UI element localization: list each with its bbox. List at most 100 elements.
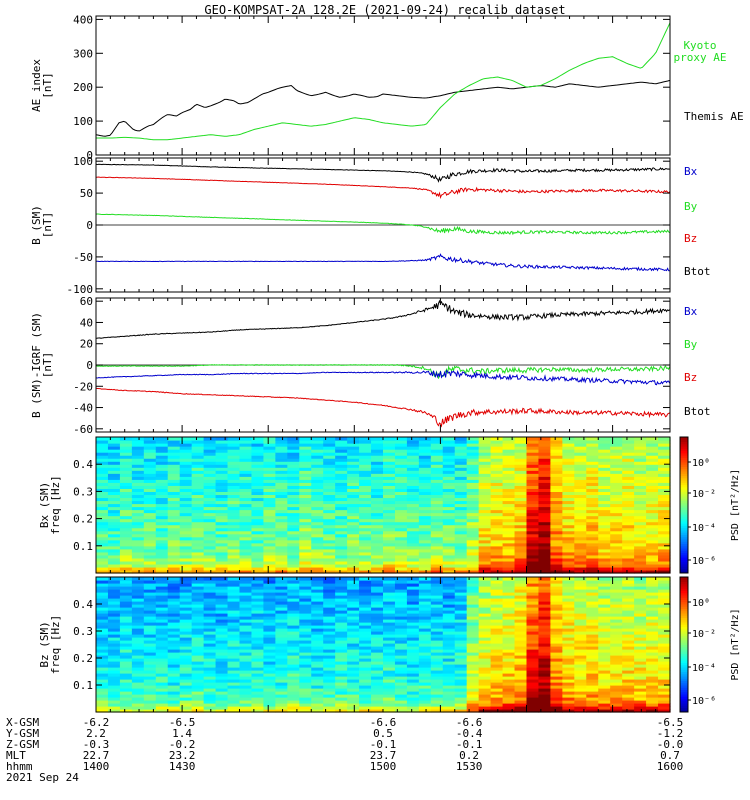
- bzspec-cell: [335, 613, 348, 617]
- bxspec-cell: [203, 560, 217, 565]
- bxspec-cell: [311, 464, 324, 468]
- bzspec-cell: [418, 652, 432, 656]
- bxspec-cell: [383, 551, 396, 556]
- bzspec-cell: [430, 640, 444, 644]
- bxspec-cell: [335, 506, 348, 511]
- bzspec-cell: [430, 616, 444, 620]
- bzspec-cell: [263, 703, 276, 707]
- bxspec-cell: [658, 563, 671, 568]
- bzspec-cell: [179, 589, 193, 593]
- bxspec-cell: [514, 494, 528, 499]
- bzspec-cell: [287, 628, 300, 632]
- bzspec-cell: [167, 637, 181, 641]
- bzspec-cell: [155, 580, 169, 584]
- bxspec-cell: [526, 437, 540, 441]
- bxspec-cell: [263, 461, 276, 465]
- bzspec-cell: [107, 649, 121, 653]
- bzspec-cell: [179, 628, 193, 632]
- bzspec-cell: [466, 598, 480, 602]
- bigrf-ytick-label: 20: [80, 338, 93, 351]
- bxspec-cell: [550, 485, 563, 489]
- bxspec-cell: [275, 566, 288, 571]
- bxspec-cell: [227, 527, 241, 532]
- bzspec-cell: [107, 655, 121, 659]
- bzspec-cell: [167, 622, 181, 626]
- bzspec-cell: [203, 685, 217, 689]
- bzspec-cell: [490, 685, 504, 689]
- bxspec-cell: [550, 548, 563, 553]
- bxspec-cell: [514, 497, 528, 502]
- bxspec-cell: [454, 569, 468, 574]
- bzspec-cell: [383, 613, 396, 617]
- bxspec-cell: [526, 509, 540, 514]
- bxspec-cell: [634, 449, 647, 453]
- bxspec-cell: [430, 497, 444, 502]
- bigrf-ytick-label: -20: [73, 380, 93, 393]
- bxspec-cell: [287, 530, 300, 535]
- bxspec-cell: [418, 533, 432, 538]
- bzspec-cell: [359, 598, 372, 602]
- bzspec-cell: [598, 652, 611, 656]
- bxspec-cell: [287, 446, 300, 450]
- bxspec-cell: [215, 554, 229, 559]
- bzspec-cell: [263, 700, 276, 704]
- bzspec-cell: [658, 619, 671, 623]
- bxspec-cell: [514, 443, 528, 447]
- bxspec-cell: [538, 437, 552, 441]
- bxspec-cell: [394, 452, 408, 456]
- bzspec-cell: [215, 604, 229, 608]
- bxspec-cell: [227, 542, 241, 547]
- bxspec-colorbar-step: [680, 464, 688, 467]
- bzspec-cell: [347, 619, 360, 623]
- bzspec-cell: [514, 649, 528, 653]
- bzspec-cell: [634, 676, 647, 680]
- bxspec-cell: [622, 479, 635, 483]
- bxspec-cell: [406, 443, 420, 447]
- bzspec-cell: [490, 583, 504, 587]
- bxspec-cell: [251, 491, 265, 496]
- bxspec-cell: [191, 464, 205, 468]
- bxspec-cell: [454, 530, 468, 535]
- bxspec-cell: [347, 455, 360, 459]
- bxspec-cell: [430, 473, 444, 477]
- bzspec-cell: [107, 580, 121, 584]
- bzspec-cell: [383, 622, 396, 626]
- bxspec-cell: [658, 545, 671, 550]
- bzspec-cell: [406, 634, 420, 638]
- bxspec-cell: [610, 551, 623, 556]
- bzspec-cell: [275, 667, 288, 671]
- bxspec-cell: [203, 479, 217, 483]
- bzspec-cell: [275, 619, 288, 623]
- bxspec-cell: [155, 473, 169, 477]
- bxspec-cell: [466, 485, 480, 489]
- bxspec-cell: [131, 455, 145, 459]
- bzspec-cell: [550, 655, 563, 659]
- bxspec-cell: [371, 497, 384, 502]
- bxspec-cell: [191, 488, 205, 492]
- bxspec-cell: [275, 473, 288, 477]
- bxspec-cell: [430, 515, 444, 520]
- bxspec-cell: [490, 503, 504, 508]
- bzspec-cell: [466, 604, 480, 608]
- bzspec-cell: [466, 586, 480, 590]
- bzspec-cell: [155, 691, 169, 695]
- bzspec-cell: [574, 592, 587, 596]
- bzspec-cell: [203, 604, 217, 608]
- bxspec-cell: [203, 470, 217, 474]
- bzspec-cell: [574, 580, 587, 584]
- bzspec-cell: [275, 592, 288, 596]
- bzspec-cell: [586, 667, 599, 671]
- bzspec-cell: [191, 706, 205, 710]
- bzspec-cell: [586, 604, 599, 608]
- bxspec-cell: [646, 458, 659, 462]
- bxspec-cell: [646, 479, 659, 483]
- bxspec-cell: [406, 458, 420, 462]
- bxspec-cell: [383, 452, 396, 456]
- bxspec-cell: [263, 479, 276, 483]
- bzspec-cell: [646, 691, 659, 695]
- bxspec-cell: [646, 488, 659, 492]
- bzspec-cell: [179, 679, 193, 683]
- bxspec-cell: [119, 449, 133, 453]
- bzspec-cell: [143, 616, 157, 620]
- bzspec-cell: [466, 661, 480, 665]
